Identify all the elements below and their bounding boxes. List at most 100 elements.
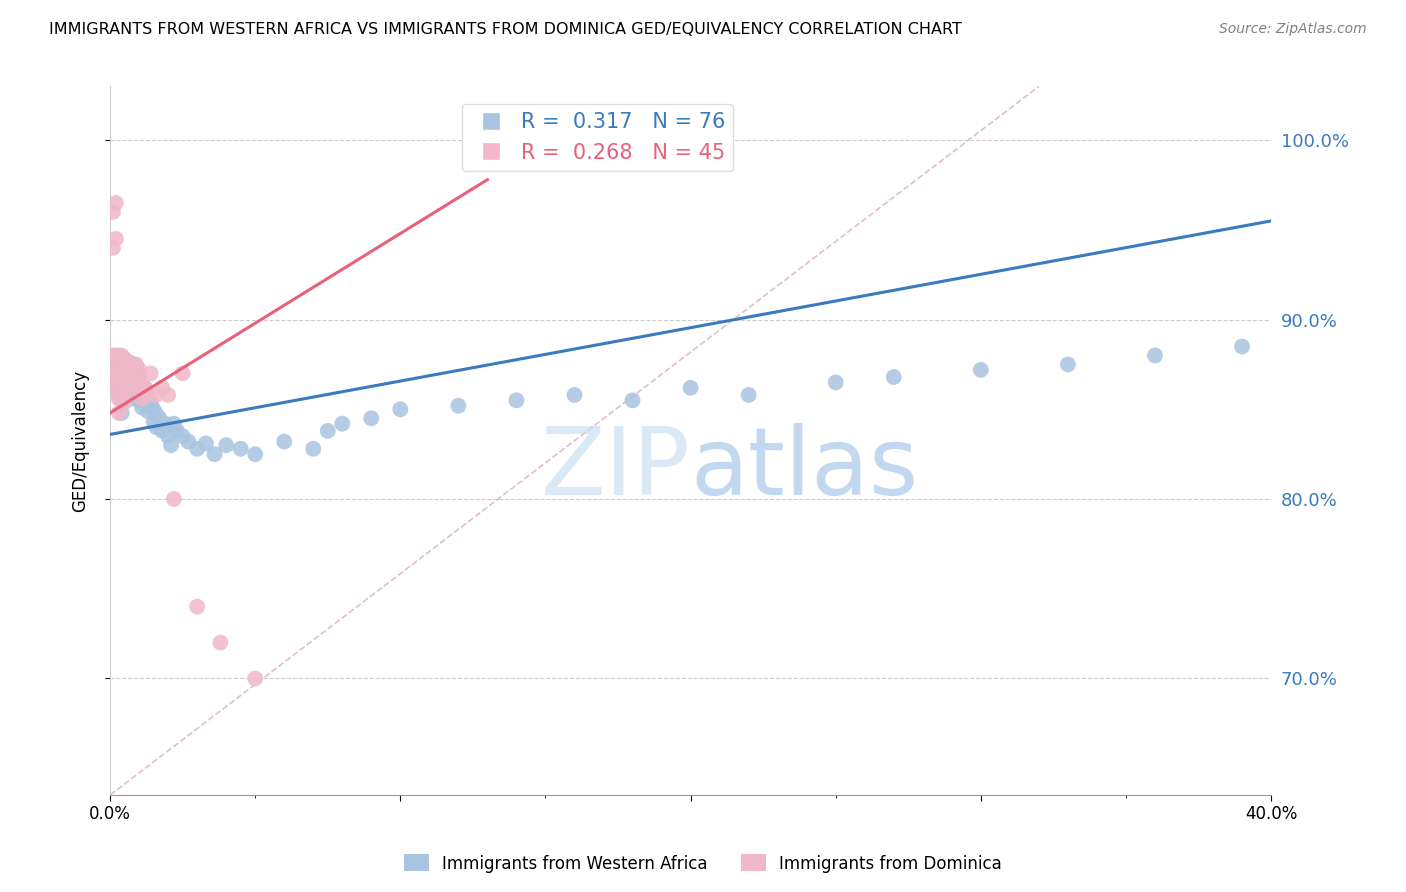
Point	[273, 434, 295, 449]
Point	[117, 388, 139, 402]
Point	[104, 381, 127, 395]
Point	[101, 352, 124, 367]
Point	[114, 393, 136, 408]
Point	[101, 205, 124, 219]
Legend: Immigrants from Western Africa, Immigrants from Dominica: Immigrants from Western Africa, Immigran…	[398, 847, 1008, 880]
Point	[101, 367, 124, 381]
Point	[128, 377, 150, 392]
Point	[120, 356, 142, 370]
Text: atlas: atlas	[690, 423, 920, 515]
Point	[194, 436, 217, 450]
Point	[117, 376, 139, 390]
Point	[186, 442, 208, 456]
Point	[101, 349, 124, 363]
Point	[316, 424, 339, 438]
Point	[117, 384, 139, 399]
Point	[209, 635, 232, 649]
Point	[104, 196, 127, 211]
Point	[970, 363, 993, 377]
Point	[131, 392, 153, 406]
Point	[114, 352, 136, 367]
Point	[172, 367, 194, 381]
Point	[107, 376, 129, 390]
Point	[131, 401, 153, 415]
Point	[111, 393, 134, 408]
Point	[1143, 349, 1166, 363]
Point	[142, 415, 165, 429]
Point	[111, 358, 134, 372]
Point	[107, 388, 129, 402]
Point	[245, 672, 267, 686]
Point	[125, 359, 148, 374]
Point	[679, 381, 702, 395]
Point	[104, 349, 127, 363]
Text: IMMIGRANTS FROM WESTERN AFRICA VS IMMIGRANTS FROM DOMINICA GED/EQUIVALENCY CORRE: IMMIGRANTS FROM WESTERN AFRICA VS IMMIGR…	[49, 22, 962, 37]
Point	[114, 379, 136, 393]
Point	[163, 417, 186, 431]
Point	[160, 438, 183, 452]
Point	[215, 438, 238, 452]
Point	[128, 393, 150, 408]
Legend: R =  0.317   N = 76, R =  0.268   N = 45: R = 0.317 N = 76, R = 0.268 N = 45	[463, 103, 733, 171]
Point	[145, 388, 167, 402]
Point	[117, 363, 139, 377]
Point	[120, 383, 142, 397]
Point	[117, 370, 139, 384]
Point	[883, 370, 905, 384]
Point	[134, 393, 156, 408]
Point	[145, 420, 167, 434]
Point	[150, 381, 173, 395]
Point	[104, 232, 127, 246]
Point	[111, 367, 134, 381]
Point	[120, 376, 142, 390]
Point	[134, 381, 156, 395]
Point	[621, 393, 644, 408]
Point	[122, 367, 145, 381]
Point	[101, 241, 124, 255]
Point	[186, 599, 208, 614]
Point	[155, 417, 177, 431]
Point	[125, 358, 148, 372]
Text: ZIP: ZIP	[541, 423, 690, 515]
Point	[134, 381, 156, 395]
Point	[122, 367, 145, 381]
Point	[245, 447, 267, 461]
Point	[125, 374, 148, 388]
Point	[505, 393, 527, 408]
Point	[128, 363, 150, 377]
Point	[330, 417, 353, 431]
Point	[136, 388, 159, 402]
Point	[447, 399, 470, 413]
Point	[107, 379, 129, 393]
Point	[114, 352, 136, 367]
Point	[125, 372, 148, 386]
Point	[107, 361, 129, 376]
Text: Source: ZipAtlas.com: Source: ZipAtlas.com	[1219, 22, 1367, 37]
Point	[122, 381, 145, 395]
Point	[824, 376, 846, 390]
Point	[1057, 358, 1080, 372]
Point	[148, 411, 170, 425]
Point	[120, 361, 142, 376]
Y-axis label: GED/Equivalency: GED/Equivalency	[72, 369, 89, 512]
Point	[177, 434, 200, 449]
Point	[104, 381, 127, 395]
Point	[229, 442, 252, 456]
Point	[145, 408, 167, 422]
Point	[101, 363, 124, 377]
Point	[107, 392, 129, 406]
Point	[737, 388, 759, 402]
Point	[136, 392, 159, 406]
Point	[114, 367, 136, 381]
Point	[389, 402, 412, 417]
Point	[120, 370, 142, 384]
Point	[564, 388, 586, 402]
Point	[104, 370, 127, 384]
Point	[122, 379, 145, 393]
Point	[128, 381, 150, 395]
Point	[157, 429, 180, 443]
Point	[150, 424, 173, 438]
Point	[111, 349, 134, 363]
Point	[114, 367, 136, 381]
Point	[114, 381, 136, 395]
